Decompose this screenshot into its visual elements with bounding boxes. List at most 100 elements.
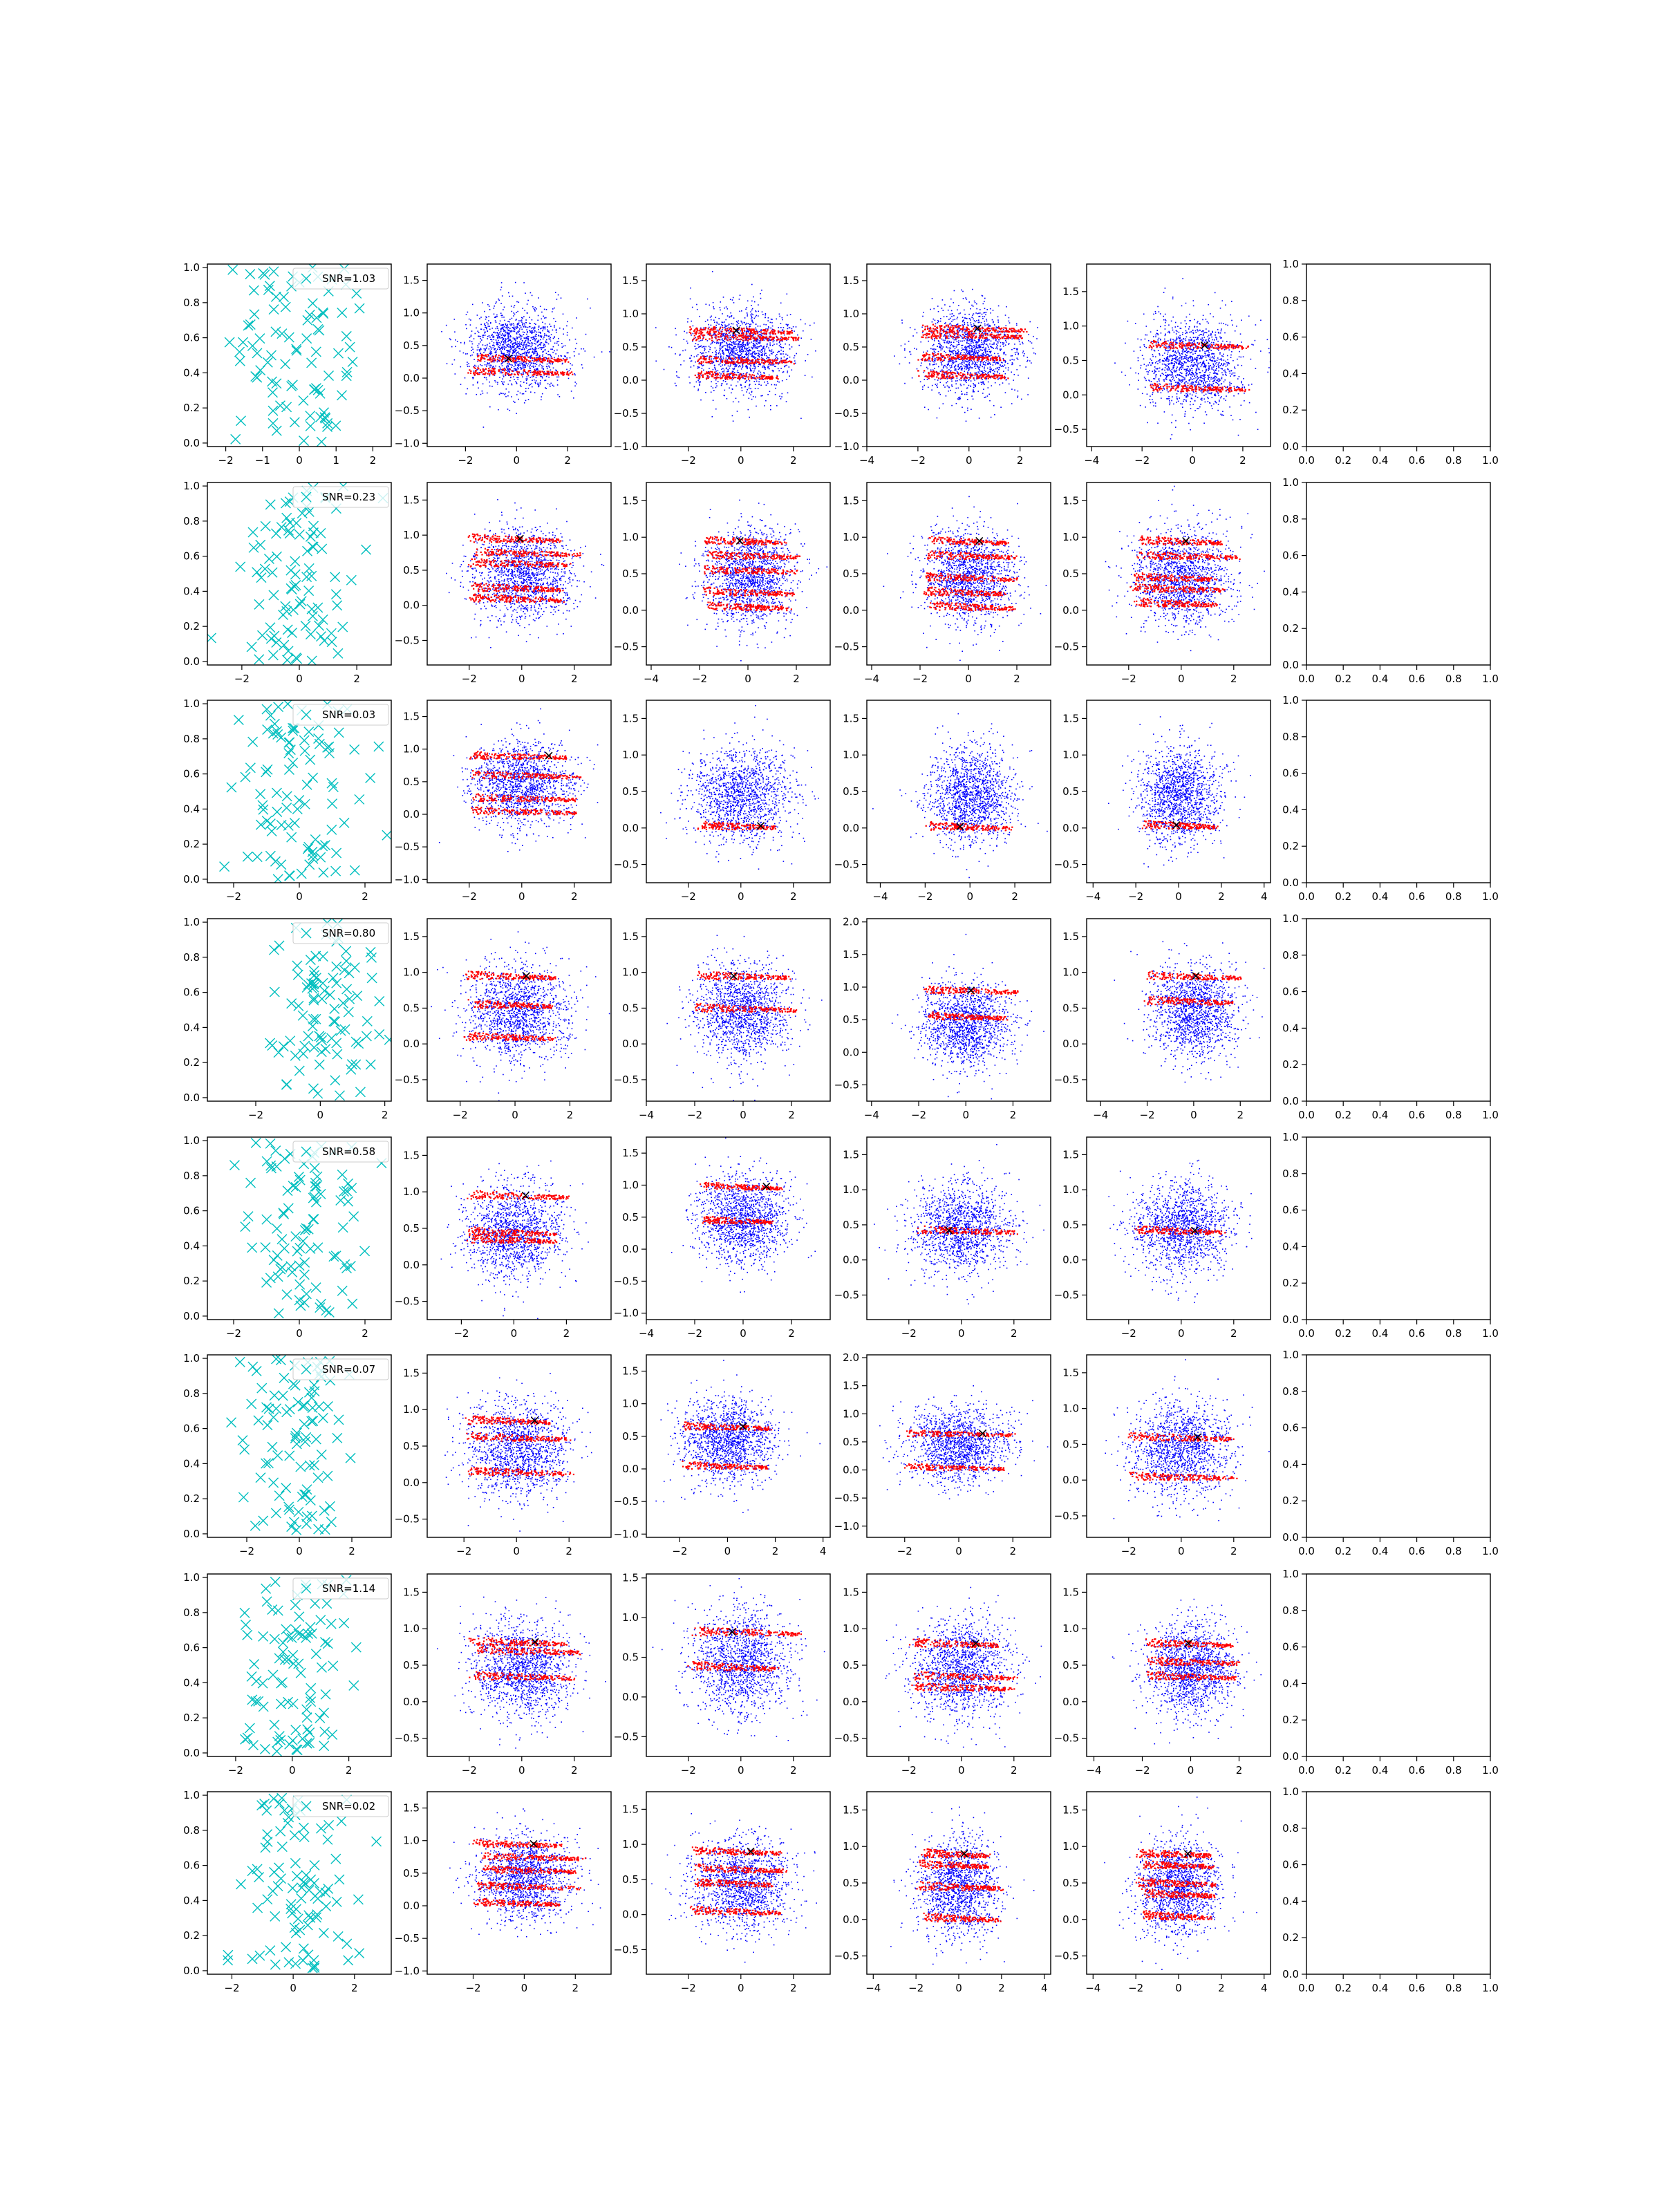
noise-sample — [1000, 406, 1002, 408]
noise-sample — [784, 335, 785, 336]
noise-sample — [760, 345, 762, 346]
noise-sample — [499, 394, 500, 395]
noise-sample — [941, 345, 942, 346]
noise-sample — [692, 307, 693, 308]
input-point-marker — [272, 379, 281, 388]
noise-sample — [447, 363, 448, 364]
fitted-point — [769, 362, 771, 363]
noise-sample — [455, 373, 456, 375]
noise-sample — [908, 341, 910, 342]
noise-sample — [542, 330, 543, 332]
noise-sample — [756, 353, 758, 355]
noise-sample — [503, 348, 504, 349]
noise-sample — [699, 316, 700, 317]
fitted-point — [718, 334, 719, 335]
noise-sample — [961, 345, 962, 346]
fitted-point — [726, 332, 727, 334]
noise-sample — [976, 344, 977, 346]
noise-sample — [982, 335, 983, 337]
noise-sample — [958, 365, 959, 366]
noise-sample — [962, 406, 963, 408]
noise-sample — [780, 350, 782, 351]
noise-sample — [1029, 360, 1031, 362]
x-tick-label: 1 — [332, 454, 339, 467]
noise-sample — [800, 418, 802, 420]
noise-sample — [545, 342, 547, 344]
noise-sample — [747, 341, 749, 343]
legend: SNR=1.03 — [293, 268, 388, 289]
noise-sample — [484, 324, 485, 326]
noise-sample — [952, 364, 953, 365]
fitted-point — [789, 332, 791, 333]
fitted-point — [524, 369, 525, 371]
noise-sample — [780, 398, 782, 400]
noise-sample — [470, 355, 471, 357]
noise-sample — [715, 383, 717, 384]
noise-sample — [743, 395, 744, 396]
noise-sample — [501, 393, 503, 394]
noise-sample — [698, 388, 700, 390]
noise-sample — [549, 332, 550, 333]
noise-sample — [503, 329, 505, 330]
fitted-point — [746, 376, 747, 377]
noise-sample — [742, 321, 743, 323]
noise-sample — [484, 348, 485, 350]
noise-sample — [920, 365, 921, 366]
noise-sample — [762, 366, 764, 367]
noise-sample — [477, 382, 478, 384]
noise-sample — [723, 358, 724, 359]
noise-sample — [494, 308, 495, 309]
noise-sample — [1011, 388, 1013, 390]
noise-sample — [751, 313, 753, 315]
fitted-point — [740, 335, 742, 336]
noise-sample — [563, 328, 564, 330]
fitted-point — [485, 373, 486, 375]
fitted-point — [714, 372, 715, 373]
fitted-point — [746, 336, 747, 337]
noise-sample — [765, 367, 766, 368]
noise-sample — [516, 328, 518, 330]
noise-sample — [946, 395, 947, 397]
fitted-point — [729, 376, 731, 377]
noise-sample — [776, 354, 778, 355]
noise-sample — [980, 309, 981, 310]
noise-sample — [514, 368, 516, 370]
noise-sample — [758, 353, 760, 355]
noise-sample — [552, 330, 554, 331]
noise-sample — [526, 353, 527, 355]
noise-sample — [499, 377, 500, 378]
noise-sample — [533, 376, 534, 377]
noise-sample — [472, 304, 474, 306]
fitted-point — [767, 378, 768, 379]
noise-sample — [505, 393, 506, 395]
noise-sample — [1009, 322, 1011, 324]
noise-sample — [924, 406, 926, 408]
noise-sample — [523, 366, 524, 368]
noise-sample — [709, 349, 711, 350]
noise-sample — [543, 339, 544, 340]
noise-sample — [751, 284, 753, 285]
input-point-marker — [271, 327, 281, 337]
noise-sample — [767, 357, 768, 358]
noise-sample — [498, 360, 499, 362]
fitted-point — [558, 374, 559, 375]
noise-sample — [497, 382, 498, 384]
noise-sample — [726, 355, 727, 357]
noise-sample — [738, 402, 740, 403]
noise-sample — [904, 383, 906, 384]
noise-sample — [513, 337, 514, 339]
noise-sample — [987, 351, 988, 353]
noise-sample — [727, 349, 728, 350]
noise-sample — [738, 356, 740, 357]
noise-sample — [538, 332, 540, 333]
fitted-point — [536, 371, 538, 373]
noise-sample — [1004, 364, 1006, 366]
noise-sample — [527, 355, 528, 357]
noise-sample — [732, 353, 733, 354]
input-point-marker — [319, 309, 328, 319]
noise-sample — [491, 328, 493, 329]
noise-sample — [753, 334, 755, 335]
noise-sample — [512, 324, 513, 326]
noise-sample — [540, 332, 541, 334]
fitted-point — [539, 374, 541, 375]
